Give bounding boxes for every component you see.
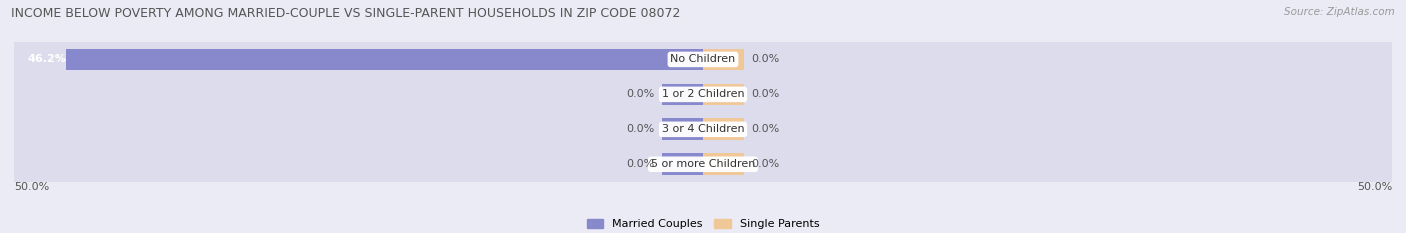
Text: 0.0%: 0.0% <box>751 55 779 64</box>
Bar <box>662 118 703 140</box>
Bar <box>703 154 744 175</box>
Bar <box>14 77 703 112</box>
Bar <box>662 154 703 175</box>
Bar <box>662 84 703 105</box>
Bar <box>703 118 744 140</box>
Text: 0.0%: 0.0% <box>751 124 779 134</box>
Text: 3 or 4 Children: 3 or 4 Children <box>662 124 744 134</box>
Text: 50.0%: 50.0% <box>14 182 49 192</box>
Text: 0.0%: 0.0% <box>627 124 655 134</box>
Bar <box>703 77 1392 112</box>
Bar <box>14 112 703 147</box>
Bar <box>14 147 703 182</box>
Bar <box>703 147 1392 182</box>
Text: 1 or 2 Children: 1 or 2 Children <box>662 89 744 99</box>
Legend: Married Couples, Single Parents: Married Couples, Single Parents <box>586 219 820 229</box>
Bar <box>703 42 1392 77</box>
Text: 0.0%: 0.0% <box>627 89 655 99</box>
Bar <box>703 84 744 105</box>
Text: 0.0%: 0.0% <box>751 89 779 99</box>
Text: 5 or more Children: 5 or more Children <box>651 159 755 169</box>
Bar <box>66 49 703 70</box>
Text: 50.0%: 50.0% <box>1357 182 1392 192</box>
Text: INCOME BELOW POVERTY AMONG MARRIED-COUPLE VS SINGLE-PARENT HOUSEHOLDS IN ZIP COD: INCOME BELOW POVERTY AMONG MARRIED-COUPL… <box>11 7 681 20</box>
Text: No Children: No Children <box>671 55 735 64</box>
Bar <box>703 112 1392 147</box>
Text: 0.0%: 0.0% <box>627 159 655 169</box>
Text: Source: ZipAtlas.com: Source: ZipAtlas.com <box>1284 7 1395 17</box>
Bar <box>14 42 703 77</box>
Text: 46.2%: 46.2% <box>28 55 66 64</box>
Bar <box>703 49 744 70</box>
Text: 0.0%: 0.0% <box>751 159 779 169</box>
